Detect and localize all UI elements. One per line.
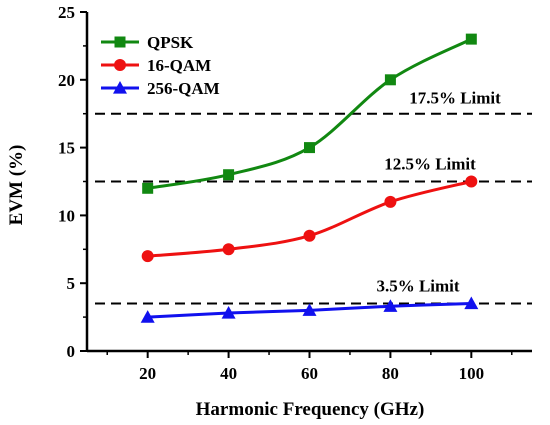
data-point-qpsk bbox=[304, 142, 315, 154]
limit-label: 17.5% Limit bbox=[409, 89, 501, 108]
data-point-16-qam bbox=[141, 250, 154, 263]
legend-label-256-qam: 256-QAM bbox=[147, 79, 220, 98]
data-point-256-qam bbox=[140, 310, 155, 323]
data-point-256-qam bbox=[221, 306, 236, 319]
y-axis-title: EVM (%) bbox=[6, 145, 27, 226]
x-axis-title: Harmonic Frequency (GHz) bbox=[196, 399, 425, 420]
y-tick-label: 10 bbox=[58, 206, 75, 225]
x-tick-label: 100 bbox=[459, 364, 485, 383]
legend: QPSK 16-QAM 256-QAM bbox=[101, 33, 220, 98]
limit-label: 3.5% Limit bbox=[376, 277, 459, 296]
x-tick-label: 20 bbox=[139, 364, 156, 383]
data-point-qpsk bbox=[384, 74, 396, 86]
data-point-qpsk bbox=[142, 182, 154, 194]
data-point-16-qam bbox=[303, 229, 316, 242]
legend-label-16-qam: 16-QAM bbox=[147, 56, 211, 75]
data-point-16-qam bbox=[465, 175, 478, 188]
data-point-16-qam bbox=[384, 195, 397, 208]
limit-label: 12.5% Limit bbox=[384, 155, 476, 174]
ticks-layer: 20 40 60 80 100 0 5 10 15 20 25 bbox=[58, 3, 513, 383]
y-tick-label: 15 bbox=[58, 139, 75, 158]
legend-marker-16-qam bbox=[114, 59, 126, 71]
series-line-16-qam bbox=[147, 180, 472, 258]
data-point-16-qam bbox=[222, 243, 235, 256]
data-point-qpsk bbox=[223, 169, 235, 181]
data-point-qpsk bbox=[465, 33, 477, 45]
y-tick-label: 20 bbox=[58, 71, 75, 90]
x-tick-label: 60 bbox=[301, 364, 318, 383]
data-point-256-qam bbox=[464, 296, 479, 310]
plot-layer: 17.5% Limit 12.5% Limit 3.5% Limit bbox=[95, 33, 532, 323]
y-tick-label: 0 bbox=[67, 342, 76, 361]
legend-marker-qpsk bbox=[114, 36, 126, 48]
legend-marker-256-qam bbox=[113, 81, 127, 94]
y-tick-label: 25 bbox=[58, 3, 75, 22]
y-tick-label: 5 bbox=[67, 274, 76, 293]
x-tick-label: 40 bbox=[220, 364, 237, 383]
data-point-256-qam bbox=[383, 299, 398, 312]
data-point-256-qam bbox=[302, 303, 317, 316]
legend-label-qpsk: QPSK bbox=[147, 33, 194, 52]
x-tick-label: 80 bbox=[382, 364, 399, 383]
